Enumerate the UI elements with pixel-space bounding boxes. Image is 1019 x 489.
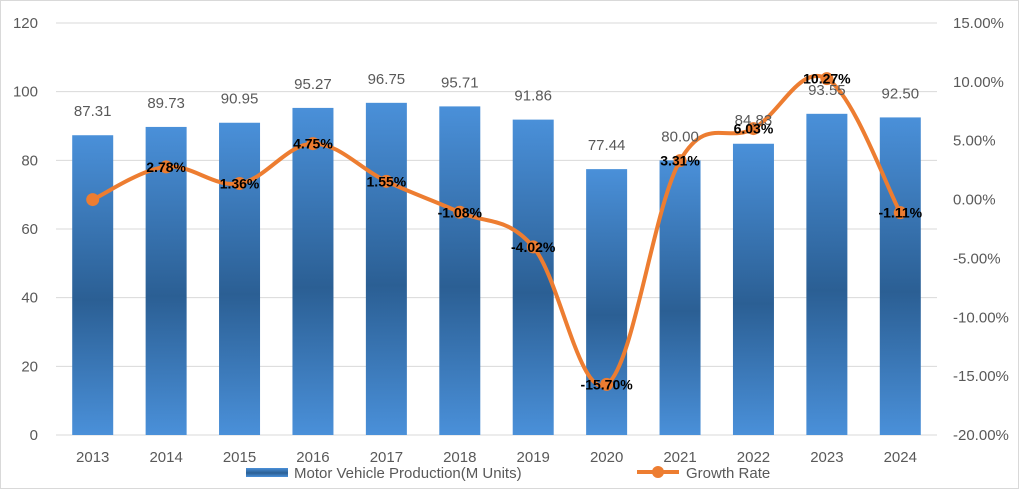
bar: [219, 122, 261, 435]
x-axis-tick-label: 2013: [76, 449, 109, 466]
x-axis-tick-label: 2020: [590, 449, 623, 466]
x-axis-tick-label: 2019: [517, 449, 550, 466]
growth-rate-point: [820, 72, 834, 86]
bar-value-label: 90.95: [221, 91, 259, 108]
left-axis-tick-label: 40: [21, 290, 38, 307]
x-axis-tick-label: 2017: [370, 449, 403, 466]
growth-rate-point: [86, 193, 100, 207]
bar-value-label: 80.00: [661, 128, 699, 145]
growth-rate-point: [746, 122, 760, 136]
x-axis-tick-label: 2016: [296, 449, 329, 466]
data-labels: 87.31 89.73 90.95 95.27 96.75 95.71 91.86 77.44…: [74, 71, 923, 393]
growth-rate-point: [600, 377, 614, 391]
growth-rate-point: [893, 206, 907, 220]
left-axis-tick-label: 100: [13, 84, 38, 101]
right-axis-tick-label: 15.00%: [953, 15, 1004, 32]
bar: [879, 117, 921, 436]
growth-rate-label: -1.08%: [438, 204, 483, 220]
legend-bar-swatch: [246, 468, 288, 477]
right-axis-tick-label: -20.00%: [953, 427, 1009, 444]
left-axis-tick-label: 60: [21, 221, 38, 238]
right-axis-tick-label: -10.00%: [953, 309, 1009, 326]
bar: [365, 102, 407, 435]
bar-value-label: 93.55: [808, 82, 846, 99]
bar-value-label: 77.44: [588, 137, 626, 154]
right-axis-tick-label: 5.00%: [953, 133, 996, 150]
bar: [659, 160, 701, 436]
x-axis-tick-label: 2018: [443, 449, 476, 466]
bar-value-label: 91.86: [514, 88, 552, 105]
bar: [512, 119, 554, 435]
legend-line-marker: [652, 466, 664, 478]
right-axis-tick-label: -5.00%: [953, 250, 1001, 267]
left-axis-tick-label: 120: [13, 15, 38, 32]
bar-series: [72, 102, 921, 436]
left-axis-tick-label: 0: [30, 427, 38, 444]
growth-rate-point: [453, 205, 467, 219]
bar-value-label: 95.27: [294, 76, 332, 93]
bar: [806, 113, 848, 435]
bar-value-label: 96.75: [368, 71, 406, 88]
bar: [439, 106, 481, 436]
x-axis-tick-label: 2014: [149, 449, 182, 466]
growth-rate-label: 4.75%: [293, 136, 333, 152]
bar-value-label: 89.73: [147, 95, 185, 112]
growth-rate-label: 2.78%: [146, 159, 186, 175]
bar: [145, 126, 187, 435]
axes: 0 20 40 60 80 100 120 -20.00% -15.00% -10.00% -5.0…: [13, 15, 1009, 466]
right-axis-tick-label: 0.00%: [953, 192, 996, 209]
growth-rate-point: [306, 137, 320, 151]
legend: Motor Vehicle Production(M Units) Growth …: [246, 465, 770, 482]
bar-value-label: 87.31: [74, 103, 112, 120]
bar: [292, 107, 334, 435]
growth-rate-label: 6.03%: [734, 121, 774, 137]
bar-value-label: 92.50: [882, 85, 920, 102]
bar-value-label: 95.71: [441, 74, 479, 91]
left-axis-tick-label: 20: [21, 358, 38, 375]
x-axis-tick-label: 2023: [810, 449, 843, 466]
growth-rate-point: [379, 174, 393, 188]
growth-rate-label: 3.31%: [660, 153, 700, 169]
growth-rate-label: -1.11%: [878, 205, 922, 221]
bar: [586, 169, 628, 435]
x-axis-tick-label: 2024: [884, 449, 917, 466]
legend-label-growth: Growth Rate: [686, 465, 770, 482]
x-axis-tick-label: 2022: [737, 449, 770, 466]
growth-rate-point: [233, 177, 247, 191]
right-axis-tick-label: -15.00%: [953, 368, 1009, 385]
x-axis-tick-label: 2015: [223, 449, 256, 466]
growth-rate-label: -15.70%: [581, 376, 634, 392]
growth-rate-point: [673, 154, 687, 168]
growth-rate-label: 1.55%: [367, 173, 407, 189]
right-axis-tick-label: 10.00%: [953, 74, 1004, 91]
line-series: [86, 72, 907, 391]
growth-rate-point: [526, 240, 540, 254]
left-axis-tick-label: 80: [21, 152, 38, 169]
gridlines: [56, 22, 937, 436]
bar: [72, 135, 114, 436]
growth-rate-label: 1.36%: [220, 176, 260, 192]
bar-value-label: 84.83: [735, 112, 773, 129]
bar: [732, 143, 774, 435]
growth-rate-point: [159, 160, 173, 174]
growth-rate-label: 10.27%: [803, 71, 851, 87]
x-axis-tick-label: 2021: [663, 449, 696, 466]
growth-rate-line: [90, 74, 903, 388]
growth-rate-label: -4.02%: [511, 239, 556, 255]
legend-label-production: Motor Vehicle Production(M Units): [294, 465, 522, 482]
